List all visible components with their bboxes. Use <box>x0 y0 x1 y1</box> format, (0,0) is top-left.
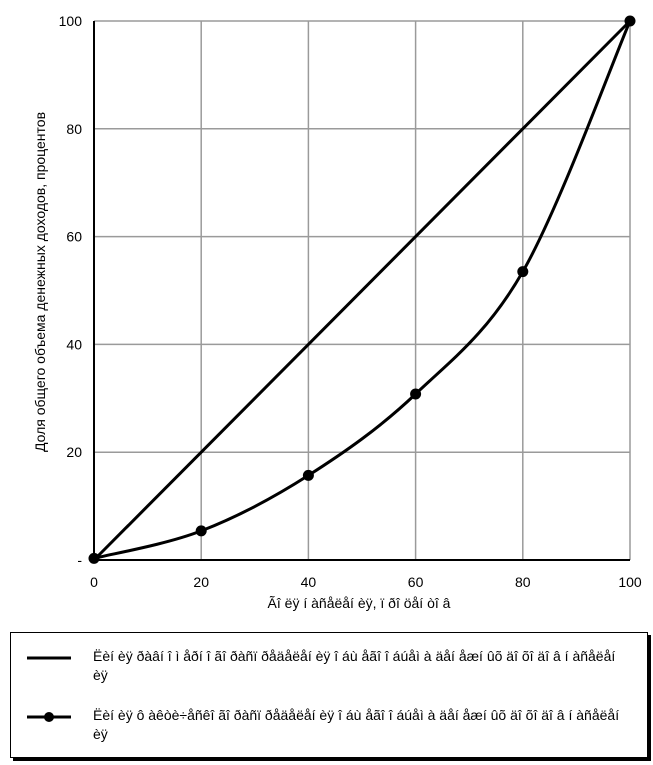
y-tick-label: - <box>77 552 82 568</box>
y-tick-label: 60 <box>66 229 82 245</box>
x-tick-label: 80 <box>515 574 531 590</box>
y-tick-labels: - 20 40 60 80 100 <box>59 13 83 568</box>
legend-item-actual-distribution: Ëèí èÿ ô àêòè÷åñêî ãî ðàñï ðåäåëåí èÿ î … <box>27 706 633 744</box>
chart-area: - 20 40 60 80 100 0 20 40 60 80 100 Ãî ëÿ í àñåëåí… <box>32 13 642 611</box>
legend-line-marker-swatch <box>27 712 71 722</box>
y-tick-label: 20 <box>66 444 82 460</box>
actual-distribution-point <box>195 525 207 537</box>
legend-line-swatch <box>27 656 71 660</box>
legend-label-actual-distribution: Ëèí èÿ ô àêòè÷åñêî ãî ðàñï ðåäåëåí èÿ î … <box>93 707 620 742</box>
actual-distribution-point <box>624 15 636 27</box>
x-tick-label: 20 <box>193 574 209 590</box>
legend: Ëèí èÿ ðàâí î ì åðí î ãî ðàñï ðåäåëåí èÿ… <box>10 632 648 758</box>
x-tick-label: 100 <box>618 574 642 590</box>
actual-distribution-point <box>410 388 422 400</box>
axes <box>93 21 630 561</box>
x-tick-label: 40 <box>301 574 317 590</box>
x-tick-label: 60 <box>408 574 424 590</box>
legend-item-equal-distribution: Ëèí èÿ ðàâí î ì åðí î ãî ðàñï ðåäåëåí èÿ… <box>27 647 633 685</box>
equal-distribution-line <box>92 19 632 562</box>
x-tick-label: 0 <box>90 574 98 590</box>
legend-label-equal-distribution: Ëèí èÿ ðàâí î ì åðí î ãî ðàñï ðåäåëåí èÿ… <box>93 648 616 683</box>
series-markers <box>88 15 636 564</box>
actual-distribution-point <box>302 469 314 481</box>
y-axis-title: Доля общего объема денежных доходов, про… <box>32 112 48 452</box>
x-axis-title: Ãî ëÿ í àñåëåí èÿ, ï ðî öåí òî â <box>268 595 451 611</box>
y-tick-label: 40 <box>66 336 82 352</box>
x-tick-labels: 0 20 40 60 80 100 <box>90 574 642 590</box>
actual-distribution-point <box>517 266 529 278</box>
y-tick-label: 80 <box>66 121 82 137</box>
y-tick-label: 100 <box>59 13 83 29</box>
grid-lines <box>94 20 631 560</box>
actual-distribution-point <box>88 552 100 564</box>
